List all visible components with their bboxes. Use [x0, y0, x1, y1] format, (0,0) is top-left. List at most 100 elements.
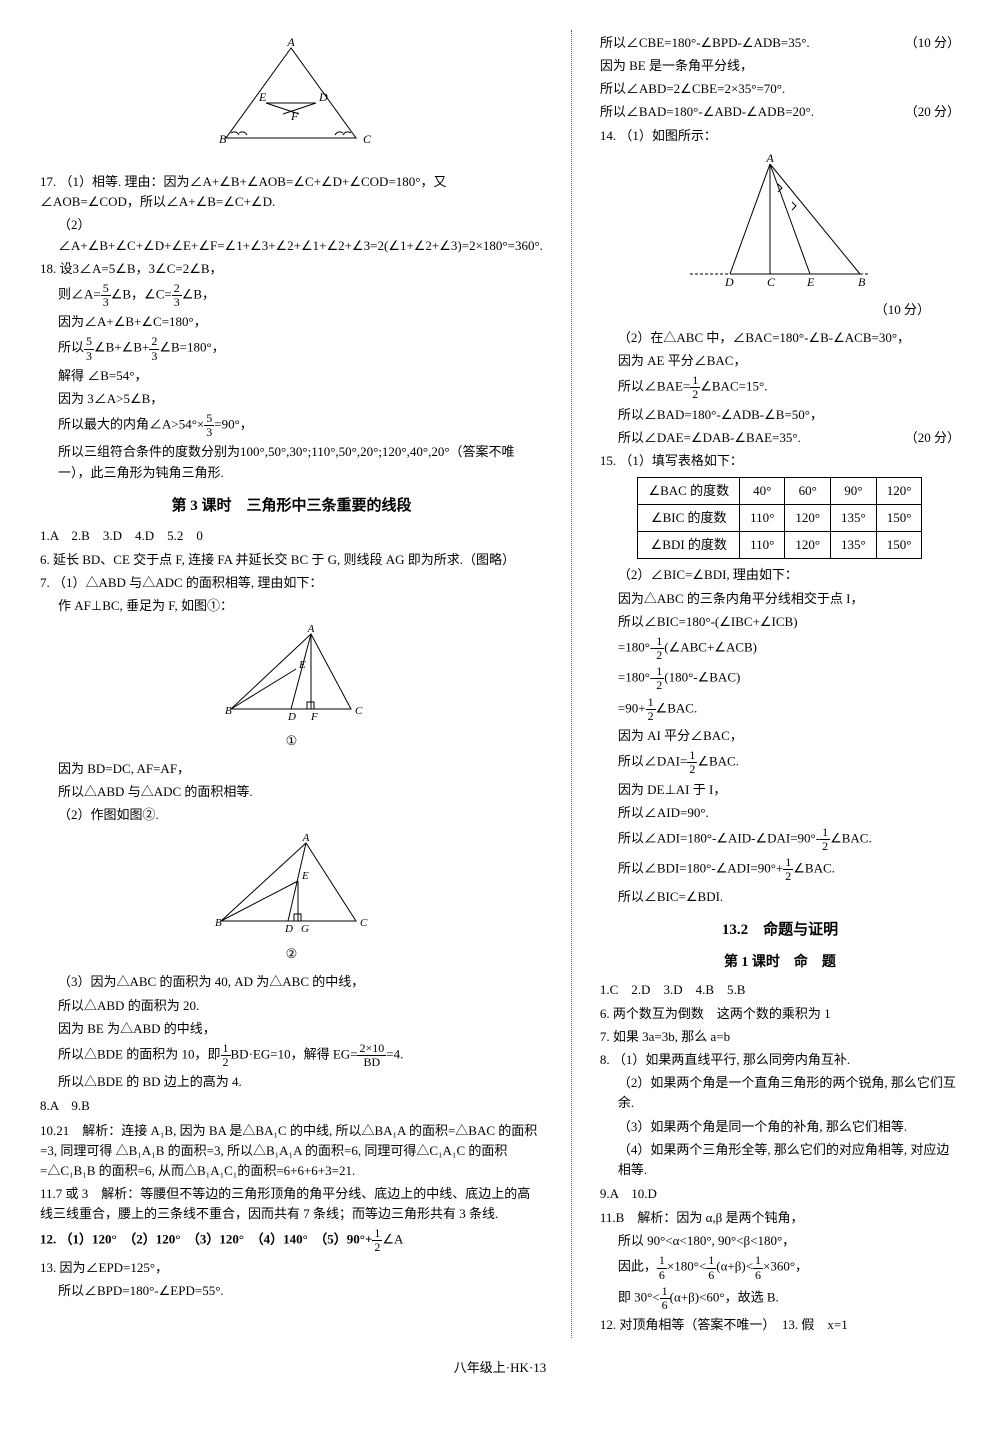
q18-line4: 所以53∠B+∠B+23∠B=180°， — [40, 335, 543, 362]
score-10: （10 分） — [600, 300, 960, 320]
q15-line2: （2）∠BIC=∠BDI, 理由如下： — [600, 565, 960, 585]
q15-line7: =90+12∠BAC. — [600, 696, 960, 723]
q14-line3: 因为 AE 平分∠BAC， — [600, 351, 960, 371]
q15-line9: 所以∠DAI=12∠BAC. — [600, 749, 960, 776]
svg-text:C: C — [355, 705, 363, 717]
q15-line12: 所以∠ADI=180°-∠AID-∠DAI=90°-12∠BAC. — [600, 826, 960, 853]
q7-line4: 所以△ABD 与△ADC 的面积相等. — [40, 782, 543, 802]
figure-4-triangle-abcde: A D C E B （10 分） — [600, 154, 960, 320]
q11r-4: 即 30°<16(α+β)<60°，故选 B. — [600, 1285, 960, 1312]
fig3-caption: ② — [40, 944, 543, 964]
page-footer: 八年级上·HK·13 — [40, 1358, 960, 1378]
q18-line8: 所以三组符合条件的度数分别为100°,50°,30°;110°,50°,20°;… — [40, 442, 543, 482]
q7-line8: 因为 BE 为△ABD 的中线， — [40, 1019, 543, 1039]
answers-r-9-10: 9.A 10.D — [600, 1184, 960, 1204]
svg-text:D: D — [284, 923, 293, 935]
q15-line5: =180°-12(∠ABC+∠ACB) — [600, 635, 960, 662]
svg-text:A: A — [765, 154, 774, 165]
q18-line1: 18. 设3∠A=5∠B，3∠C=2∠B， — [40, 259, 543, 279]
svg-text:D: D — [318, 90, 328, 104]
r-line3: 所以∠ABD=2∠CBE=2×35°=70°. — [600, 79, 960, 99]
svg-text:A: A — [287, 38, 296, 49]
q14-line6: 所以∠DAE=∠DAB-∠BAE=35°.（20 分） — [600, 428, 960, 448]
q14-line4: 所以∠BAE=12∠BAC=15°. — [600, 374, 960, 401]
column-divider — [571, 30, 572, 1338]
q15-line6: =180°-12(180°-∠BAC) — [600, 665, 960, 692]
q11r-1: 11.B 解析：因为 α,β 是两个钝角， — [600, 1208, 960, 1228]
q13-line1: 13. 因为∠EPD=125°， — [40, 1258, 543, 1278]
section-13-2-heading: 13.2 命题与证明 — [600, 919, 960, 942]
svg-text:C: C — [360, 917, 368, 929]
svg-text:E: E — [298, 659, 306, 671]
q8r-2: （2）如果两个角是一个直角三角形的两个锐角, 那么它们互余. — [600, 1073, 960, 1113]
svg-text:E: E — [258, 90, 267, 104]
q8r-1: 8. （1）如果两直线平行, 那么同旁内角互补. — [600, 1050, 960, 1070]
q13-line2: 所以∠BPD=180°-∠EPD=55°. — [40, 1281, 543, 1301]
table-row: ∠BDI 的度数110°120°135°150° — [638, 532, 922, 559]
q14-line1: 14. （1）如图所示： — [600, 126, 960, 146]
answers-8-9: 8.A 9.B — [40, 1096, 543, 1116]
q18-line7: 所以最大的内角∠A>54°×53=90°， — [40, 412, 543, 439]
table-row: ∠BAC 的度数40°60°90°120° — [638, 478, 922, 505]
q15-line14: 所以∠BIC=∠BDI. — [600, 887, 960, 907]
q7-line1: 7. （1）△ABD 与△ADC 的面积相等, 理由如下： — [40, 573, 543, 593]
q15-line4: 所以∠BIC=180°-(∠IBC+∠ICB) — [600, 612, 960, 632]
svg-text:E: E — [806, 275, 815, 289]
q15-line3: 因为△ABC 的三条内角平分线相交于点 I， — [600, 589, 960, 609]
q10: 10.21 解析：连接 A₁B, 因为 BA 是△BA₁C 的中线, 所以△BA… — [40, 1121, 543, 1181]
r-line1: 所以∠CBE=180°-∠BPD-∠ADB=35°.（10 分） — [600, 33, 960, 53]
figure-1-triangle-ef: A B C E D F — [40, 38, 543, 164]
q11r-3: 因此，16×180°<16(α+β)<16×360°， — [600, 1254, 960, 1281]
q14-line5: 所以∠BAD=180°-∠ADB-∠B=50°， — [600, 405, 960, 425]
q18-line2: 则∠A=53∠B，∠C=23∠B， — [40, 282, 543, 309]
svg-text:F: F — [290, 109, 299, 123]
q7-line6: （3）因为△ABC 的面积为 40, AD 为△ABC 的中线， — [40, 972, 543, 992]
answers-r-1-5: 1.C 2.D 3.D 4.B 5.B — [600, 980, 960, 1000]
q15-line11: 所以∠AID=90°. — [600, 803, 960, 823]
svg-text:G: G — [301, 923, 309, 935]
q7-line3: 因为 BD=DC, AF=AF， — [40, 759, 543, 779]
svg-text:B: B — [858, 275, 866, 289]
figure-2-triangle-af: A B C D F E ① — [40, 624, 543, 750]
q15-line13: 所以∠BDI=180°-∠ADI=90°+12∠BAC. — [600, 856, 960, 883]
q8r-4: （4）如果两个三角形全等, 那么它们的对应角相等, 对应边相等. — [600, 1140, 960, 1180]
right-column: 所以∠CBE=180°-∠BPD-∠ADB=35°.（10 分） 因为 BE 是… — [600, 30, 960, 1338]
fig2-caption: ① — [40, 731, 543, 751]
q7-line9: 所以△BDE 的面积为 10，即12BD·EG=10，解得 EG=2×10BD=… — [40, 1042, 543, 1069]
svg-text:A: A — [302, 833, 310, 844]
q6: 6. 延长 BD、CE 交于点 F, 连接 FA 并延长交 BC 于 G, 则线… — [40, 550, 543, 570]
q7-line7: 所以△ABD 的面积为 20. — [40, 996, 543, 1016]
q12r: 12. 对顶角相等（答案不唯一） 13. 假 x=1 — [600, 1315, 960, 1335]
q18-line6: 因为 3∠A>5∠B， — [40, 389, 543, 409]
q18-line5: 解得 ∠B=54°， — [40, 366, 543, 386]
r-line2: 因为 BE 是一条角平分线， — [600, 56, 960, 76]
q15-line8: 因为 AI 平分∠BAC， — [600, 726, 960, 746]
svg-text:E: E — [301, 870, 309, 882]
angle-table: ∠BAC 的度数40°60°90°120° ∠BIC 的度数110°120°13… — [637, 477, 922, 559]
q14-line2: （2）在△ABC 中，∠BAC=180°-∠B-∠ACB=30°， — [600, 328, 960, 348]
svg-text:D: D — [724, 275, 734, 289]
q8r-3: （3）如果两个角是同一个角的补角, 那么它们相等. — [600, 1117, 960, 1137]
q11: 11.7 或 3 解析：等腰但不等边的三角形顶角的角平分线、底边上的中线、底边上… — [40, 1184, 543, 1224]
svg-text:D: D — [287, 711, 296, 723]
section-3-heading: 第 3 课时 三角形中三条重要的线段 — [40, 495, 543, 518]
svg-text:B: B — [225, 705, 232, 717]
q17-part2: （2）∠A+∠B+∠C+∠D+∠E+∠F=∠1+∠3+∠2+∠1+∠2+∠3=2… — [40, 215, 543, 255]
svg-text:B: B — [219, 132, 227, 146]
q12: 12. （1）120° （2）120° （3）120° （4）140° （5）9… — [40, 1227, 543, 1254]
q7-line2: 作 AF⊥BC, 垂足为 F, 如图①： — [40, 596, 543, 616]
q7-line5: （2）作图如图②. — [40, 805, 543, 825]
svg-text:C: C — [363, 132, 372, 146]
svg-text:B: B — [215, 917, 222, 929]
q7r: 7. 如果 3a=3b, 那么 a=b — [600, 1027, 960, 1047]
q7-line10: 所以△BDE 的 BD 边上的高为 4. — [40, 1072, 543, 1092]
answers-1-5: 1.A 2.B 3.D 4.D 5.2 0 — [40, 526, 543, 546]
q6r: 6. 两个数互为倒数 这两个数的乘积为 1 — [600, 1004, 960, 1024]
svg-text:A: A — [307, 624, 315, 635]
q15-line10: 因为 DE⊥AI 于 I， — [600, 780, 960, 800]
q18-line3: 因为∠A+∠B+∠C=180°， — [40, 312, 543, 332]
table-row: ∠BIC 的度数110°120°135°150° — [638, 505, 922, 532]
svg-text:F: F — [310, 711, 318, 723]
r-line4: 所以∠BAD=180°-∠ABD-∠ADB=20°.（20 分） — [600, 102, 960, 122]
left-column: A B C E D F 17. （1）相等. 理由：因为∠A+∠B+∠AOB=∠… — [40, 30, 543, 1338]
